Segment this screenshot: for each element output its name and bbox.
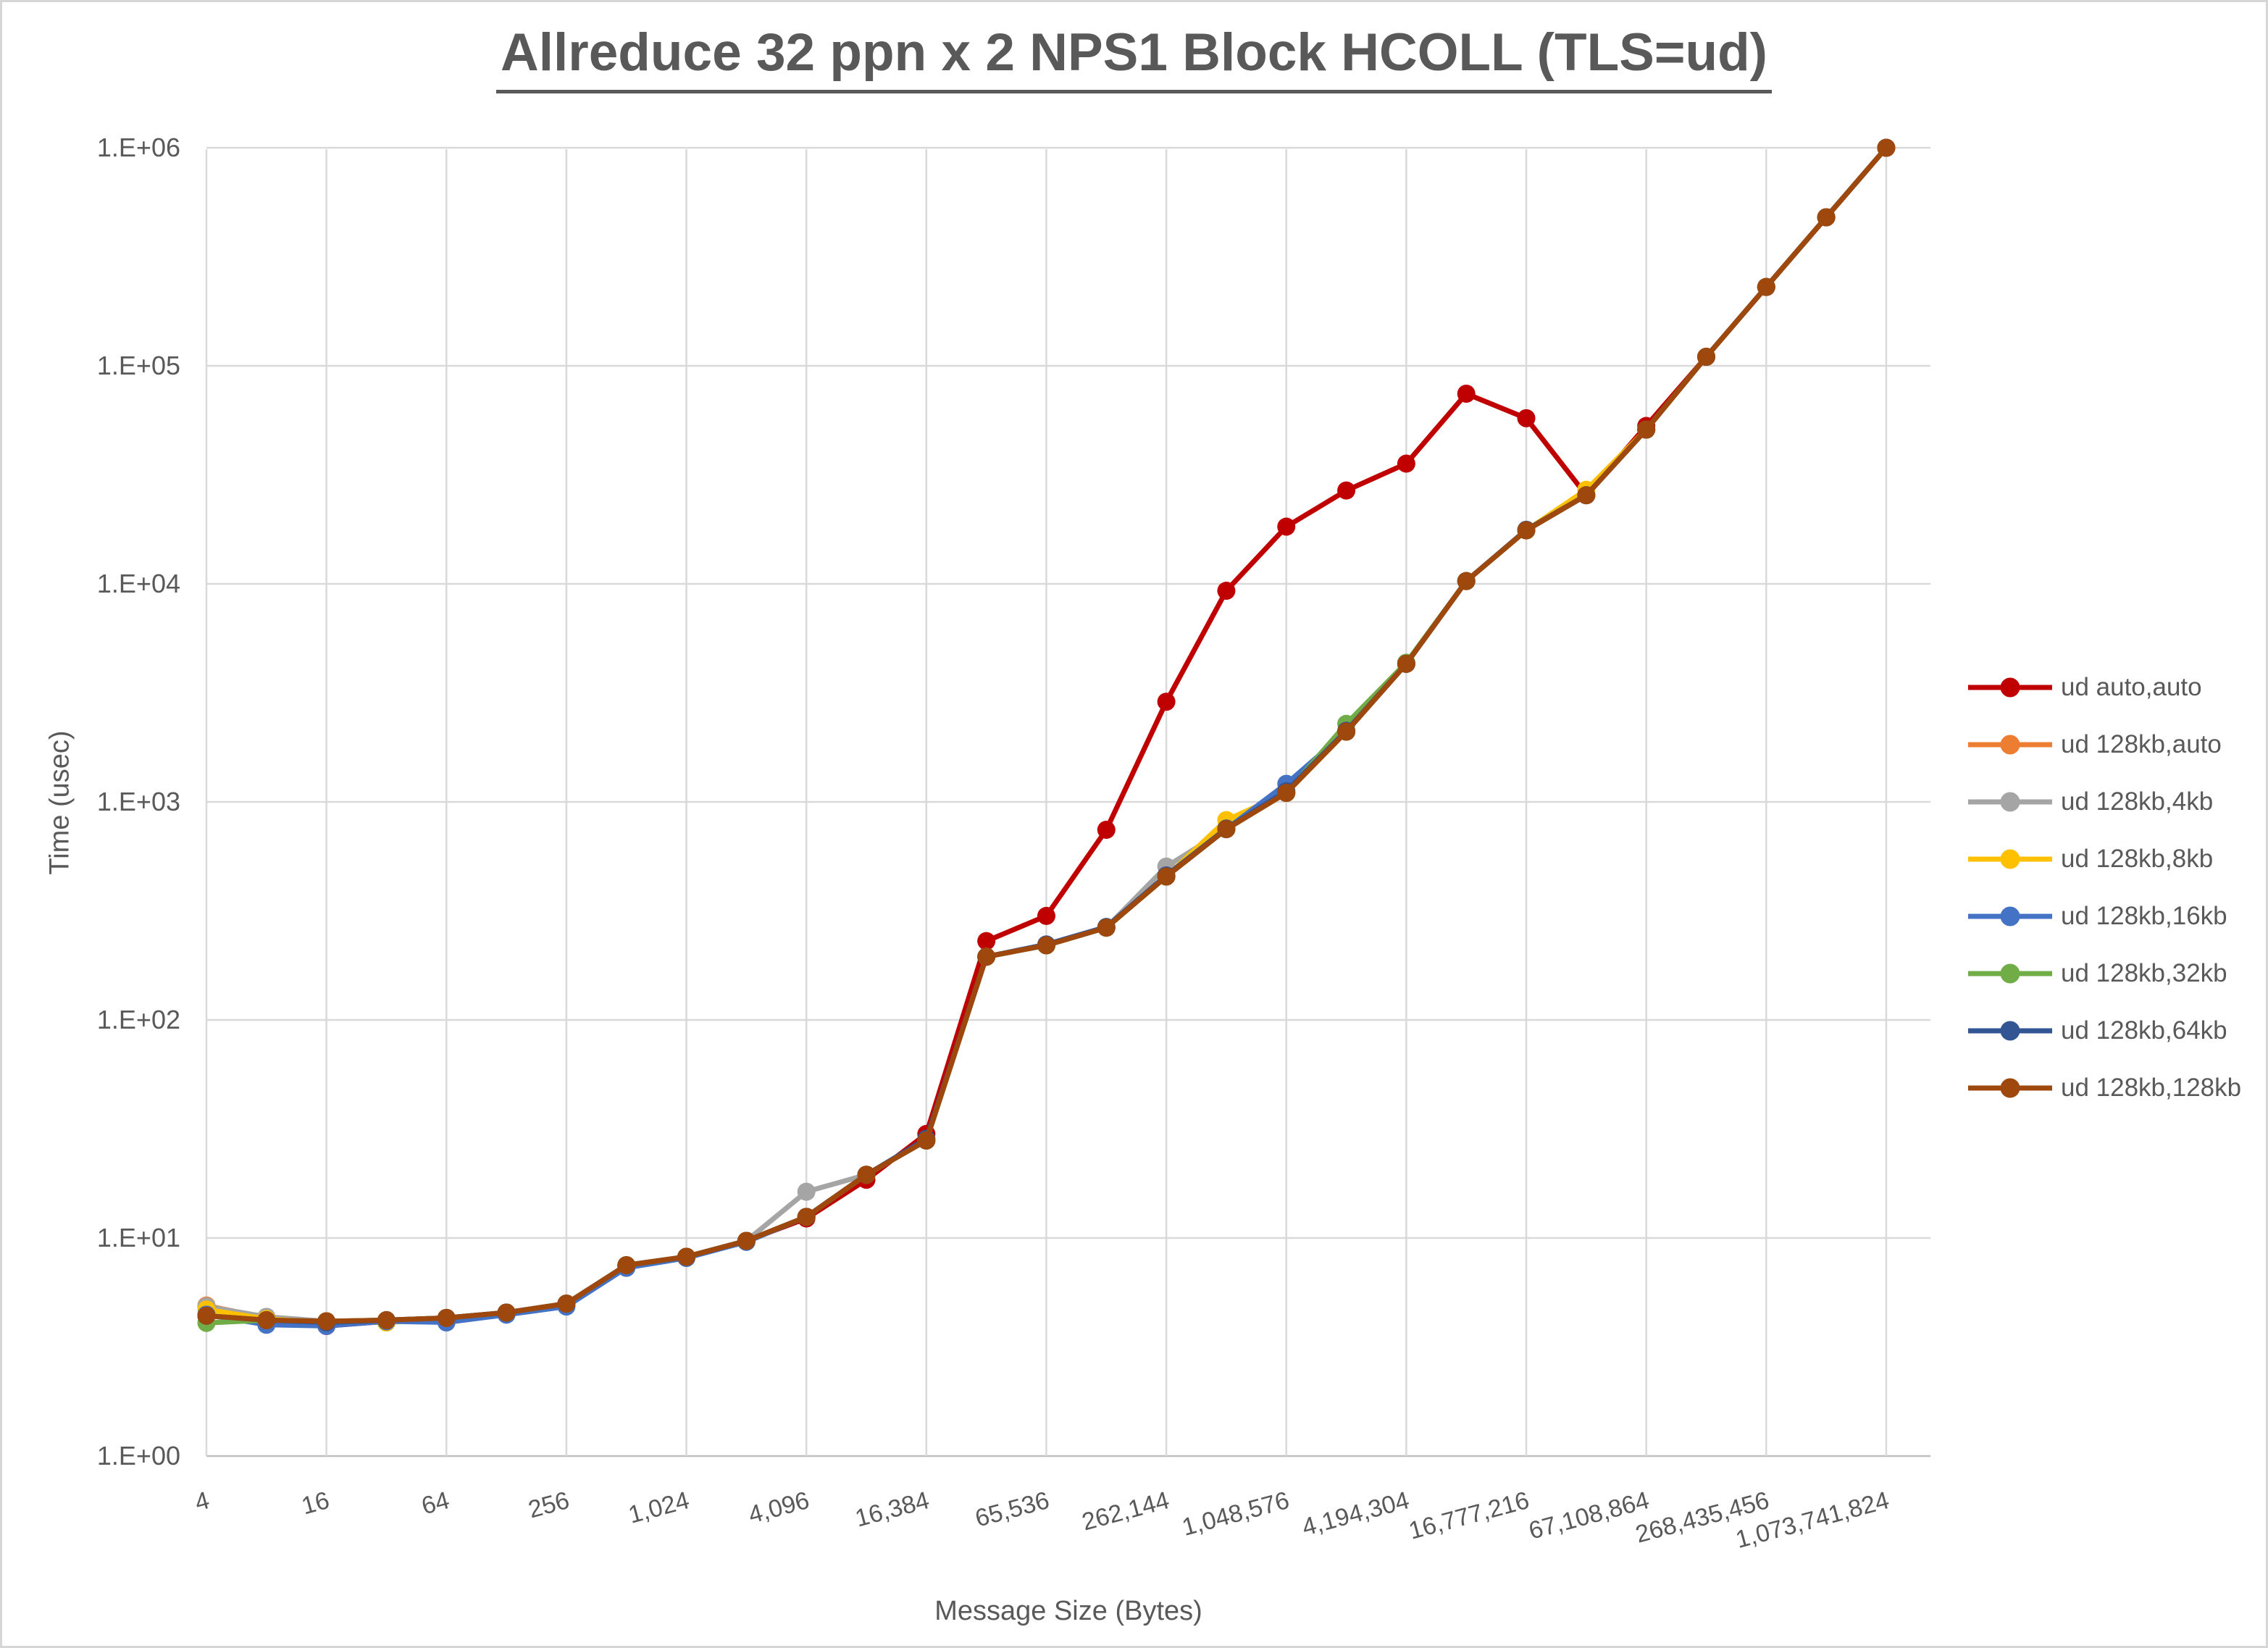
y-tick-label: 1.E+02	[97, 1005, 180, 1034]
series-marker-ud-128kb-4kb	[797, 1182, 816, 1201]
series-marker-ud-auto-auto	[1157, 693, 1176, 711]
series-marker-ud-128kb-128kb	[497, 1303, 516, 1322]
y-tick-label: 1.E+06	[97, 133, 180, 162]
y-axis-title: Time (usec)	[44, 730, 75, 875]
x-tick-label: 64	[419, 1486, 452, 1520]
series-marker-ud-auto-auto	[1457, 384, 1476, 403]
legend-label: ud 128kb,4kb	[2061, 787, 2214, 816]
x-tick-label: 262,144	[1079, 1486, 1173, 1536]
legend-swatch-icon	[1968, 677, 2052, 697]
series-marker-ud-128kb-128kb	[1217, 820, 1236, 839]
legend-label: ud 128kb,128kb	[2061, 1073, 2242, 1102]
legend-swatch-icon	[1968, 963, 2052, 983]
chart-title-text: Allreduce 32 ppn x 2 NPS1 Block HCOLL (T…	[496, 22, 1772, 93]
y-tick-label: 1.E+05	[97, 351, 180, 380]
series-marker-ud-128kb-128kb	[1457, 572, 1476, 590]
series-marker-ud-auto-auto	[1097, 820, 1116, 839]
x-tick-label: 1,048,576	[1179, 1486, 1292, 1542]
series-marker-ud-128kb-128kb	[377, 1310, 396, 1329]
series-marker-ud-128kb-128kb	[917, 1131, 936, 1150]
legend-swatch-icon	[1968, 1078, 2052, 1097]
series-marker-ud-128kb-128kb	[1157, 867, 1176, 886]
legend-item-ud-128kb-32kb: ud 128kb,32kb	[1967, 945, 2241, 1002]
series-marker-ud-auto-auto	[1277, 517, 1296, 536]
series-marker-ud-128kb-128kb	[617, 1256, 636, 1275]
x-tick-label: 16	[298, 1486, 332, 1520]
series-marker-ud-128kb-128kb	[977, 948, 996, 966]
x-tick-label: 16,384	[853, 1486, 932, 1533]
legend-swatch-icon	[1968, 735, 2052, 754]
legend-item-ud-128kb-64kb: ud 128kb,64kb	[1967, 1002, 2241, 1059]
series-marker-ud-128kb-128kb	[257, 1310, 276, 1329]
series-marker-ud-128kb-128kb	[1517, 521, 1536, 540]
chart-title: Allreduce 32 ppn x 2 NPS1 Block HCOLL (T…	[2, 22, 2266, 93]
x-tick-label: 256	[525, 1486, 572, 1523]
x-axis-title: Message Size (Bytes)	[934, 1596, 1202, 1626]
legend-item-ud-auto-auto: ud auto,auto	[1967, 658, 2241, 716]
series-marker-ud-128kb-128kb	[1337, 722, 1356, 741]
series-marker-ud-128kb-128kb	[1277, 784, 1296, 803]
legend-label: ud 128kb,8kb	[2061, 844, 2214, 873]
series-marker-ud-128kb-128kb	[437, 1308, 456, 1327]
series-marker-ud-auto-auto	[977, 932, 996, 950]
series-marker-ud-auto-auto	[1517, 409, 1536, 427]
y-tick-label: 1.E+04	[97, 569, 180, 598]
series-marker-ud-128kb-128kb	[557, 1294, 576, 1313]
legend-swatch-icon	[1968, 1021, 2052, 1040]
y-tick-label: 1.E+00	[97, 1441, 180, 1471]
legend-swatch-icon	[1968, 906, 2052, 926]
legend-swatch-icon	[1968, 849, 2052, 869]
x-tick-label: 1,024	[626, 1486, 692, 1529]
series-marker-ud-128kb-128kb	[677, 1247, 696, 1266]
series-marker-ud-128kb-128kb	[797, 1208, 816, 1226]
series-marker-ud-128kb-128kb	[1097, 919, 1116, 937]
x-tick-label: 4,194,304	[1300, 1486, 1413, 1542]
series-marker-ud-128kb-128kb	[1817, 208, 1836, 227]
series-marker-ud-auto-auto	[1037, 906, 1055, 925]
series-marker-ud-128kb-128kb	[1037, 936, 1055, 955]
series-marker-ud-128kb-128kb	[1697, 348, 1715, 367]
legend-item-ud-128kb-8kb: ud 128kb,8kb	[1967, 830, 2241, 887]
legend-item-ud-128kb-16kb: ud 128kb,16kb	[1967, 887, 2241, 945]
legend-item-ud-128kb-auto: ud 128kb,auto	[1967, 716, 2241, 773]
series-marker-ud-128kb-128kb	[317, 1312, 336, 1331]
series-marker-ud-128kb-128kb	[1757, 277, 1775, 296]
legend-label: ud 128kb,32kb	[2061, 958, 2227, 987]
series-marker-ud-auto-auto	[1337, 481, 1356, 500]
series-marker-ud-128kb-128kb	[857, 1166, 876, 1184]
legend-label: ud 128kb,16kb	[2061, 901, 2227, 930]
legend-item-ud-128kb-4kb: ud 128kb,4kb	[1967, 773, 2241, 830]
y-tick-label: 1.E+03	[97, 787, 180, 816]
series-marker-ud-128kb-128kb	[1397, 654, 1415, 673]
x-tick-label: 65,536	[972, 1486, 1052, 1533]
legend-label: ud 128kb,auto	[2061, 729, 2222, 758]
x-tick-label: 67,108,864	[1526, 1486, 1652, 1545]
series-marker-ud-128kb-128kb	[1637, 420, 1656, 439]
x-tick-label: 16,777,216	[1406, 1486, 1532, 1545]
series-marker-ud-128kb-128kb	[737, 1231, 756, 1250]
series-marker-ud-auto-auto	[1217, 581, 1236, 600]
x-tick-label: 4	[192, 1486, 212, 1517]
legend-item-ud-128kb-128kb: ud 128kb,128kb	[1967, 1059, 2241, 1116]
series-marker-ud-128kb-128kb	[197, 1306, 216, 1325]
legend-label: ud auto,auto	[2061, 672, 2202, 701]
legend-swatch-icon	[1968, 792, 2052, 811]
series-marker-ud-128kb-128kb	[1877, 138, 1896, 157]
y-tick-label: 1.E+01	[97, 1223, 180, 1252]
series-marker-ud-128kb-128kb	[1577, 486, 1596, 505]
x-tick-label: 4,096	[745, 1486, 812, 1529]
legend-label: ud 128kb,64kb	[2061, 1016, 2227, 1045]
legend: ud auto,auto ud 128kb,auto ud 128kb,4kb ud …	[1967, 658, 2241, 1116]
series-marker-ud-auto-auto	[1397, 454, 1415, 473]
